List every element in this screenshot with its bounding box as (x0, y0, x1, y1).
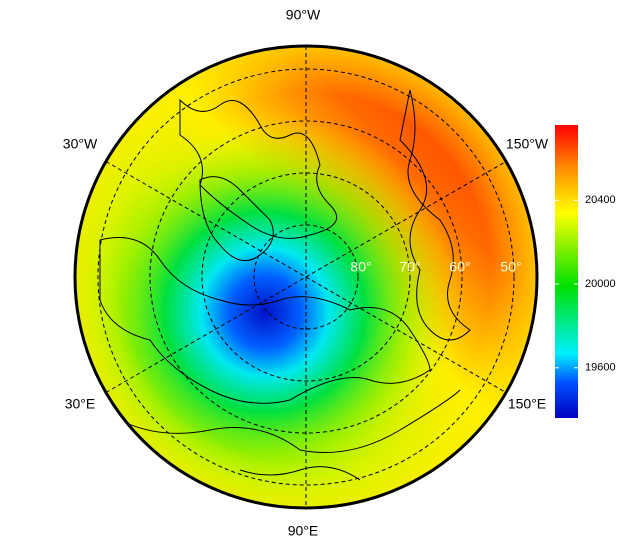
lon-label: 30°E (65, 396, 96, 412)
graticule (97, 46, 515, 508)
lat-label: 50° (500, 259, 521, 275)
lon-label: 150°W (506, 136, 549, 152)
map-border (73, 44, 539, 510)
colorbar-tick-label: 20400 (585, 194, 616, 206)
lat-labels: 80° 70° 60° 50° (350, 259, 521, 275)
lat-label: 70° (399, 259, 420, 275)
lon-label: 150°E (508, 396, 546, 412)
lon-label: 90°E (288, 523, 319, 539)
colorbar-tick-label: 20000 (585, 278, 616, 290)
colorbar-ticks: 19600 20000 20400 (555, 194, 616, 374)
lon-label: 90°W (286, 7, 321, 23)
lon-label: 30°W (63, 136, 98, 152)
colorbar-tick-label: 19600 (585, 362, 616, 374)
colorbar (555, 125, 578, 418)
coastlines (99, 89, 471, 481)
lat-label: 60° (449, 259, 470, 275)
field (75, 46, 537, 508)
lat-label: 80° (350, 259, 371, 275)
lon-labels: 90°W 30°W 150°W 30°E 150°E 90°E (63, 7, 549, 539)
